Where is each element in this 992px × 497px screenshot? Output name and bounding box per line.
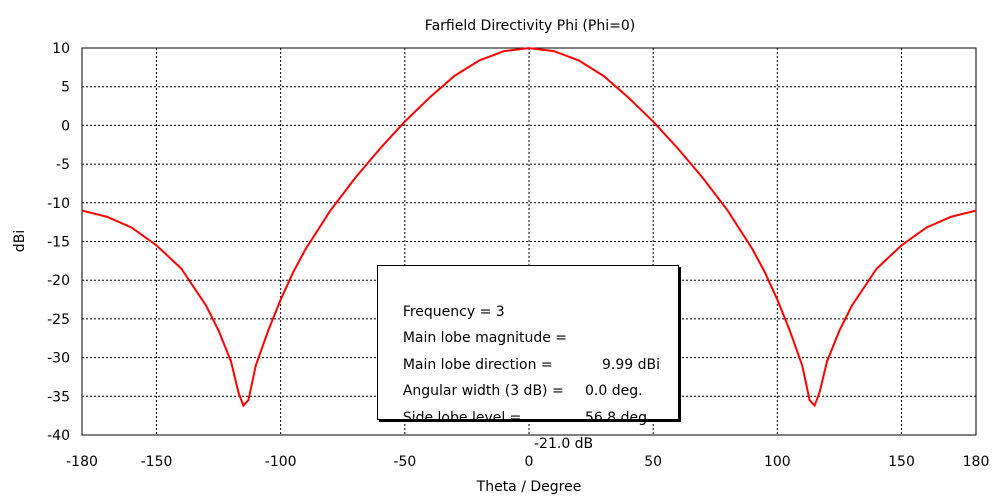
- x-tick-label: -150: [141, 454, 173, 470]
- y-tick-label: 5: [61, 80, 70, 96]
- info-line-side-lobe-level: Side lobe level = -21.0 dB: [385, 378, 678, 453]
- chart-title: Farfield Directivity Phi (Phi=0): [425, 18, 635, 34]
- info-label: Side lobe level =: [402, 409, 522, 426]
- y-tick-label: -10: [47, 196, 70, 212]
- y-grid: [82, 86, 976, 397]
- y-tick-labels: 10 5 0 -5 -10 -15 -20 -25 -30 -35 -40: [47, 41, 70, 444]
- y-tick-label: -35: [47, 389, 70, 405]
- x-tick-label: 150: [888, 454, 915, 470]
- y-tick-label: -5: [56, 157, 70, 173]
- x-tick-label: 50: [644, 454, 662, 470]
- y-tick-label: -25: [47, 312, 70, 328]
- info-value: 0.0 deg.: [585, 383, 643, 399]
- info-label: Main lobe direction =: [402, 356, 553, 373]
- x-axis-label: Theta / Degree: [476, 479, 582, 495]
- y-axis-label: dBi: [12, 230, 28, 252]
- y-tick-label: -40: [47, 428, 70, 444]
- info-line-frequency: Frequency = 3: [385, 272, 678, 320]
- y-tick-label: 10: [52, 41, 70, 57]
- y-tick-label: -30: [47, 351, 70, 367]
- x-tick-label: 180: [963, 454, 990, 470]
- info-line-angular-width: Angular width (3 dB) = 56.8 deg.: [385, 352, 678, 426]
- series-line: [81, 47, 977, 408]
- x-tick-label: 0: [525, 454, 534, 470]
- x-tick-label: 100: [764, 454, 791, 470]
- info-label: Frequency = 3: [402, 303, 505, 320]
- info-line-main-lobe-direction: Main lobe direction = 0.0 deg.: [385, 325, 678, 400]
- x-tick-labels: -180 -150 -100 -50 0 50 100 150 180: [66, 454, 989, 470]
- info-label: Main lobe magnitude =: [402, 330, 567, 346]
- y-tick-label: -20: [47, 273, 70, 289]
- y-tick-label: -15: [47, 235, 70, 251]
- info-value: 56.8 deg.: [585, 409, 652, 426]
- info-line-main-lobe-magnitude: Main lobe magnitude = 9.99 dBi: [385, 299, 678, 373]
- x-tick-label: -100: [265, 454, 297, 470]
- x-tick-label: -50: [393, 454, 416, 470]
- info-label: Angular width (3 dB) =: [402, 383, 564, 399]
- info-value: -21.0 dB: [534, 436, 594, 452]
- info-value: 9.99 dBi: [602, 356, 661, 373]
- x-grid: [156, 48, 902, 435]
- x-tick-label: -180: [66, 454, 98, 470]
- y-tick-label: 0: [61, 118, 70, 134]
- info-box: Frequency = 3 Main lobe magnitude = 9.99…: [377, 265, 679, 453]
